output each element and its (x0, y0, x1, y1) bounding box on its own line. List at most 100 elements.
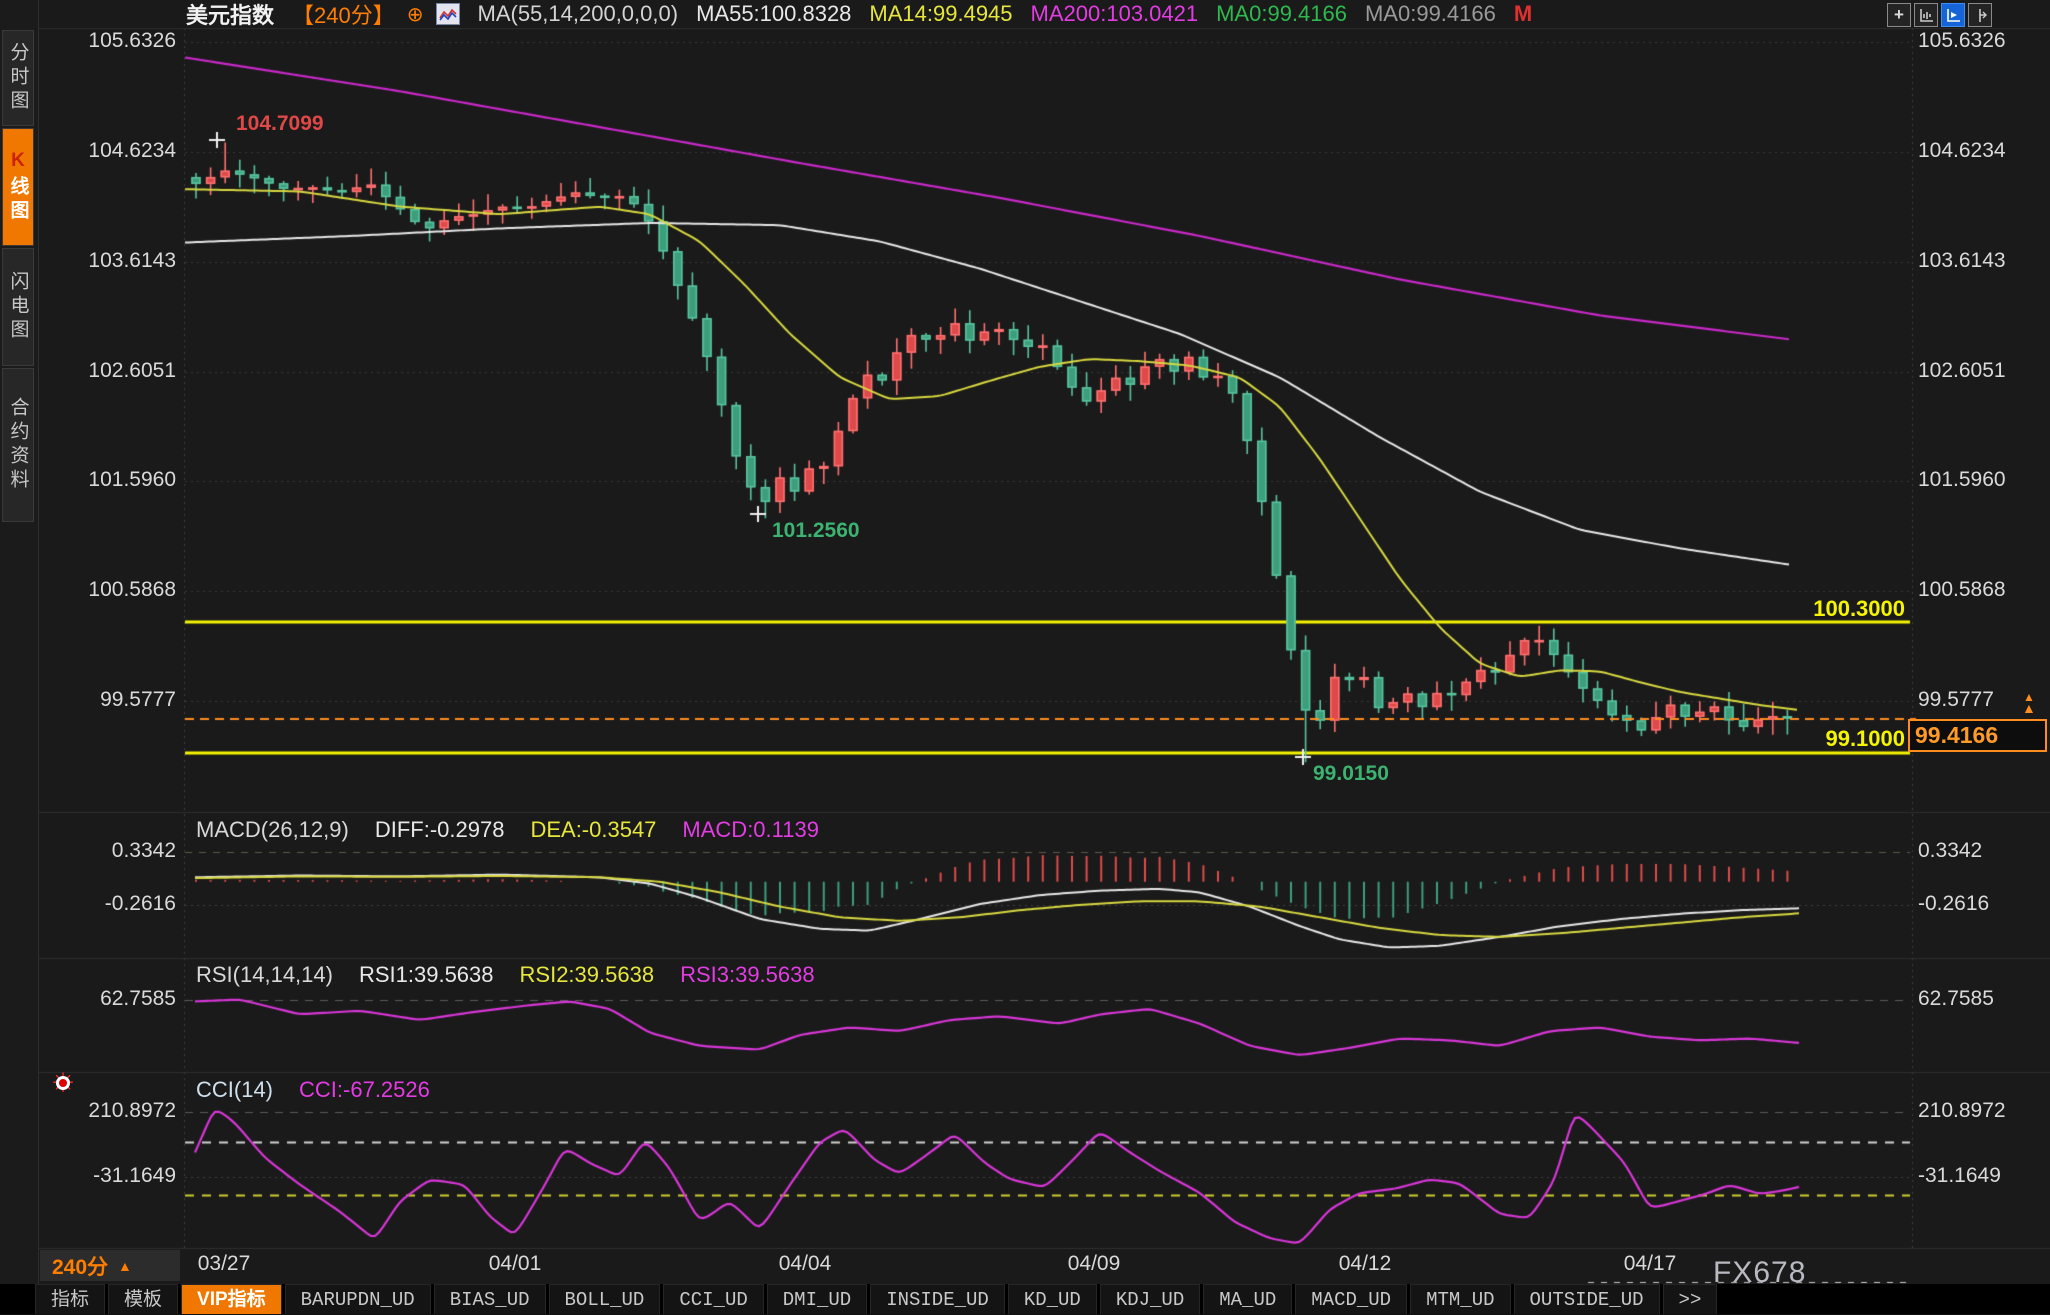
cci-axis-tick: -31.1649 (93, 1164, 176, 1187)
cci-axis-tick: 210.8972 (1918, 1099, 2006, 1122)
date-label: 04/17 (1623, 1252, 1677, 1275)
toolbar-tab-vip-[interactable]: VIP指标 (181, 1284, 282, 1314)
ma0-value-green: MA0:99.4166 (1216, 1, 1347, 26)
rsi3-value: RSI3:39.5638 (680, 962, 815, 987)
ma-chart-icon[interactable] (435, 3, 460, 25)
price-axis-tick: 103.6143 (88, 248, 176, 272)
macd-dea: DEA:-0.3547 (530, 817, 657, 842)
macd-value: MACD:0.1139 (682, 817, 819, 842)
toolbar-tab-inside_ud[interactable]: INSIDE_UD (870, 1284, 1005, 1314)
ma0-value-gray: MA0:99.4166 (1364, 1, 1496, 26)
toolbar-tab-outside_ud[interactable]: OUTSIDE_UD (1513, 1284, 1660, 1314)
rsi1-value: RSI1:39.5638 (358, 962, 494, 987)
ma-formula: MA(55,14,200,0,0,0) (477, 1, 679, 26)
toolbar-tab--[interactable]: 模板 (108, 1284, 179, 1314)
price-axis-tick: 104.6234 (88, 138, 176, 162)
macd-axis-tick: 0.3342 (1918, 839, 1983, 862)
rsi-axis-tick: 62.7585 (1918, 987, 1994, 1010)
watermark: FX678 (1713, 1256, 1807, 1289)
price-axis-tick: 105.6326 (1918, 29, 2006, 52)
sidebar-tab-time-chart[interactable]: 分时图 (2, 30, 34, 126)
rsi-axis-tick: 62.7585 (100, 987, 176, 1010)
cci-axis-tick: 210.8972 (88, 1099, 176, 1122)
sidebar-tab-label: 分时图 (7, 42, 29, 114)
macd-diff: DIFF:-0.2978 (374, 817, 505, 842)
cci-name: CCI(14) (196, 1077, 274, 1102)
resistance-level-label: 100.3000 (1813, 596, 1905, 621)
toolbar-tab--[interactable]: 指标 (35, 1284, 106, 1314)
toolbar-tab-cci_ud[interactable]: CCI_UD (663, 1284, 764, 1314)
macd-axis-tick: 0.3342 (111, 839, 176, 862)
period-label: 240分 (52, 1255, 109, 1279)
toolbar-tab-bias_ud[interactable]: BIAS_UD (433, 1284, 546, 1314)
sidebar-tab-lightning-chart[interactable]: 闪电图 (2, 248, 34, 366)
price-axis-tick: 103.6143 (1918, 248, 2006, 272)
ma55-value: MA55:100.8328 (696, 1, 852, 26)
price-axis-tick: 104.6234 (1918, 138, 2006, 162)
m-flag: M (1513, 1, 1533, 26)
support-level-label: 99.1000 (1825, 726, 1905, 751)
price-axis-tick: 99.5777 (100, 688, 176, 711)
add-indicator-icon[interactable]: ⊕ (406, 3, 424, 26)
macd-axis-tick: -0.2616 (1918, 892, 1990, 915)
price-axis-tick: 102.6051 (1918, 358, 2006, 382)
rsi2-value: RSI2:39.5638 (519, 962, 655, 987)
price-annotation: 104.7099 (236, 112, 324, 135)
macd-name: MACD(26,12,9) (196, 817, 349, 842)
indicator-toolbar: 指标 模板 VIP指标 BARUPDN_UD BIAS_UD BOLL_UD CCI_UD D… (0, 1284, 2050, 1314)
price-axis-tick: 99.5777 (1918, 688, 1994, 711)
symbol-name: 美元指数 (186, 3, 275, 28)
axis-shift-button[interactable] (1968, 3, 1992, 27)
toolbar-tab-macd_ud[interactable]: MACD_UD (1295, 1284, 1408, 1314)
price-up-arrow-icon: ▲ ▲ (2022, 690, 2036, 716)
rsi-name: RSI(14,14,14) (196, 962, 333, 987)
axis-chart-button[interactable] (1914, 3, 1938, 27)
price-axis-tick: 101.5960 (88, 468, 176, 492)
cci-legend: CCI(14) CCI:-67.2526 (196, 1077, 430, 1103)
toolbar-tab--[interactable]: >> (1662, 1284, 1718, 1314)
toolbar-tab-kd_ud[interactable]: KD_UD (1007, 1284, 1097, 1314)
cci-axis-tick: -31.1649 (1918, 1164, 2001, 1187)
period-tag[interactable]: 【240分】 (292, 3, 395, 28)
date-label: 04/09 (1067, 1252, 1121, 1275)
date-label: 04/12 (1338, 1252, 1392, 1275)
alert-blink-icon[interactable]: ✳ (48, 1068, 78, 1098)
price-axis-tick: 100.5868 (1918, 578, 2006, 602)
ma14-value: MA14:99.4945 (869, 1, 1013, 26)
toolbar-tab-dmi_ud[interactable]: DMI_UD (766, 1284, 868, 1314)
axis-chart-active-button[interactable] (1941, 3, 1965, 27)
sidebar-tab-kline-chart[interactable]: K线图 (2, 128, 34, 246)
date-label: 04/01 (488, 1252, 542, 1275)
toolbar-tab-mtm_ud[interactable]: MTM_UD (1410, 1284, 1511, 1314)
period-dropdown-icon: ▲ (118, 1257, 132, 1274)
sidebar-tab-contract-info[interactable]: 合约资料 (2, 368, 34, 522)
rsi-legend: RSI(14,14,14) RSI1:39.5638 RSI2:39.5638 … (196, 962, 815, 988)
price-axis-tick: 102.6051 (88, 358, 176, 382)
chart-header: 美元指数 【240分】 ⊕ MA(55,14,200,0,0,0) MA55:1… (38, 0, 2050, 28)
toolbar-tab-kdj_ud[interactable]: KDJ_UD (1099, 1284, 1201, 1314)
macd-axis-tick: -0.2616 (104, 892, 176, 915)
price-axis-tick: 101.5960 (1918, 468, 2006, 492)
pan-crosshair-button[interactable]: + (1887, 3, 1911, 27)
header-toolbar: + (1887, 3, 1992, 27)
macd-legend: MACD(26,12,9) DIFF:-0.2978 DEA:-0.3547 M… (196, 817, 819, 843)
price-axis-tick: 100.5868 (88, 578, 176, 602)
toolbar-tab-boll_ud[interactable]: BOLL_UD (548, 1284, 661, 1314)
ma200-value: MA200:103.0421 (1030, 1, 1199, 26)
price-annotation: 101.2560 (772, 519, 860, 542)
sidebar-tab-label: 合约资料 (7, 397, 29, 493)
period-selector[interactable]: 240分 ▲ (40, 1250, 180, 1281)
date-label: 03/27 (197, 1252, 251, 1275)
price-annotation: 99.0150 (1313, 762, 1389, 785)
sidebar-tab-label: K (7, 150, 29, 176)
sidebar-tab-label: 闪电图 (7, 271, 29, 343)
left-sidebar: 分时图 K线图 闪电图 合约资料 (0, 0, 39, 1314)
toolbar-tab-ma_ud[interactable]: MA_UD (1203, 1284, 1293, 1314)
cci-value: CCI:-67.2526 (299, 1077, 430, 1102)
date-label: 04/04 (778, 1252, 832, 1275)
current-price-tag: 99.4166 (1908, 719, 2047, 752)
toolbar-tab-barupdn_ud[interactable]: BARUPDN_UD (284, 1284, 431, 1314)
price-axis-tick: 105.6326 (88, 29, 176, 52)
